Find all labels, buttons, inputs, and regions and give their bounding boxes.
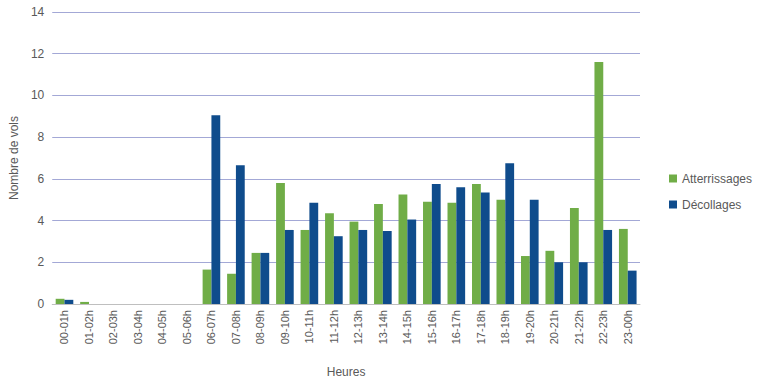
svg-text:Heures: Heures: [327, 365, 366, 379]
svg-text:12-13h: 12-13h: [352, 310, 364, 344]
svg-text:18-19h: 18-19h: [499, 310, 511, 344]
svg-text:11-12h: 11-12h: [328, 310, 340, 343]
svg-text:20-21h: 20-21h: [548, 310, 560, 344]
svg-text:08-09h: 08-09h: [254, 310, 266, 344]
svg-text:19-20h: 19-20h: [524, 310, 536, 344]
svg-text:15-16h: 15-16h: [426, 310, 438, 344]
svg-text:14-15h: 14-15h: [401, 310, 413, 344]
svg-text:Atterrissages: Atterrissages: [682, 172, 752, 186]
svg-text:03-04h: 03-04h: [132, 310, 144, 344]
svg-text:04-05h: 04-05h: [156, 310, 168, 344]
svg-text:12: 12: [31, 47, 45, 61]
svg-text:02-03h: 02-03h: [107, 310, 119, 344]
svg-text:00-01h: 00-01h: [58, 310, 70, 344]
svg-text:6: 6: [38, 172, 45, 186]
svg-text:09-10h: 09-10h: [279, 310, 291, 344]
svg-text:8: 8: [38, 130, 45, 144]
svg-text:01-02h: 01-02h: [83, 310, 95, 344]
svg-text:2: 2: [38, 255, 45, 269]
svg-text:21-22h: 21-22h: [573, 310, 585, 344]
svg-text:17-18h: 17-18h: [475, 310, 487, 344]
svg-text:10-11h: 10-11h: [303, 310, 315, 343]
svg-text:0: 0: [38, 297, 45, 311]
svg-text:10: 10: [31, 88, 45, 102]
svg-text:16-17h: 16-17h: [450, 310, 462, 344]
svg-text:07-08h: 07-08h: [230, 310, 242, 344]
svg-text:22-23h: 22-23h: [597, 310, 609, 344]
svg-text:13-14h: 13-14h: [377, 310, 389, 344]
svg-text:05-06h: 05-06h: [181, 310, 193, 344]
svg-text:4: 4: [38, 214, 45, 228]
svg-text:14: 14: [31, 5, 45, 19]
svg-text:23-00h: 23-00h: [622, 310, 634, 344]
svg-text:06-07h: 06-07h: [205, 310, 217, 344]
svg-text:Décollages: Décollages: [682, 198, 741, 212]
svg-text:Nombre de vols: Nombre de vols: [7, 116, 21, 200]
